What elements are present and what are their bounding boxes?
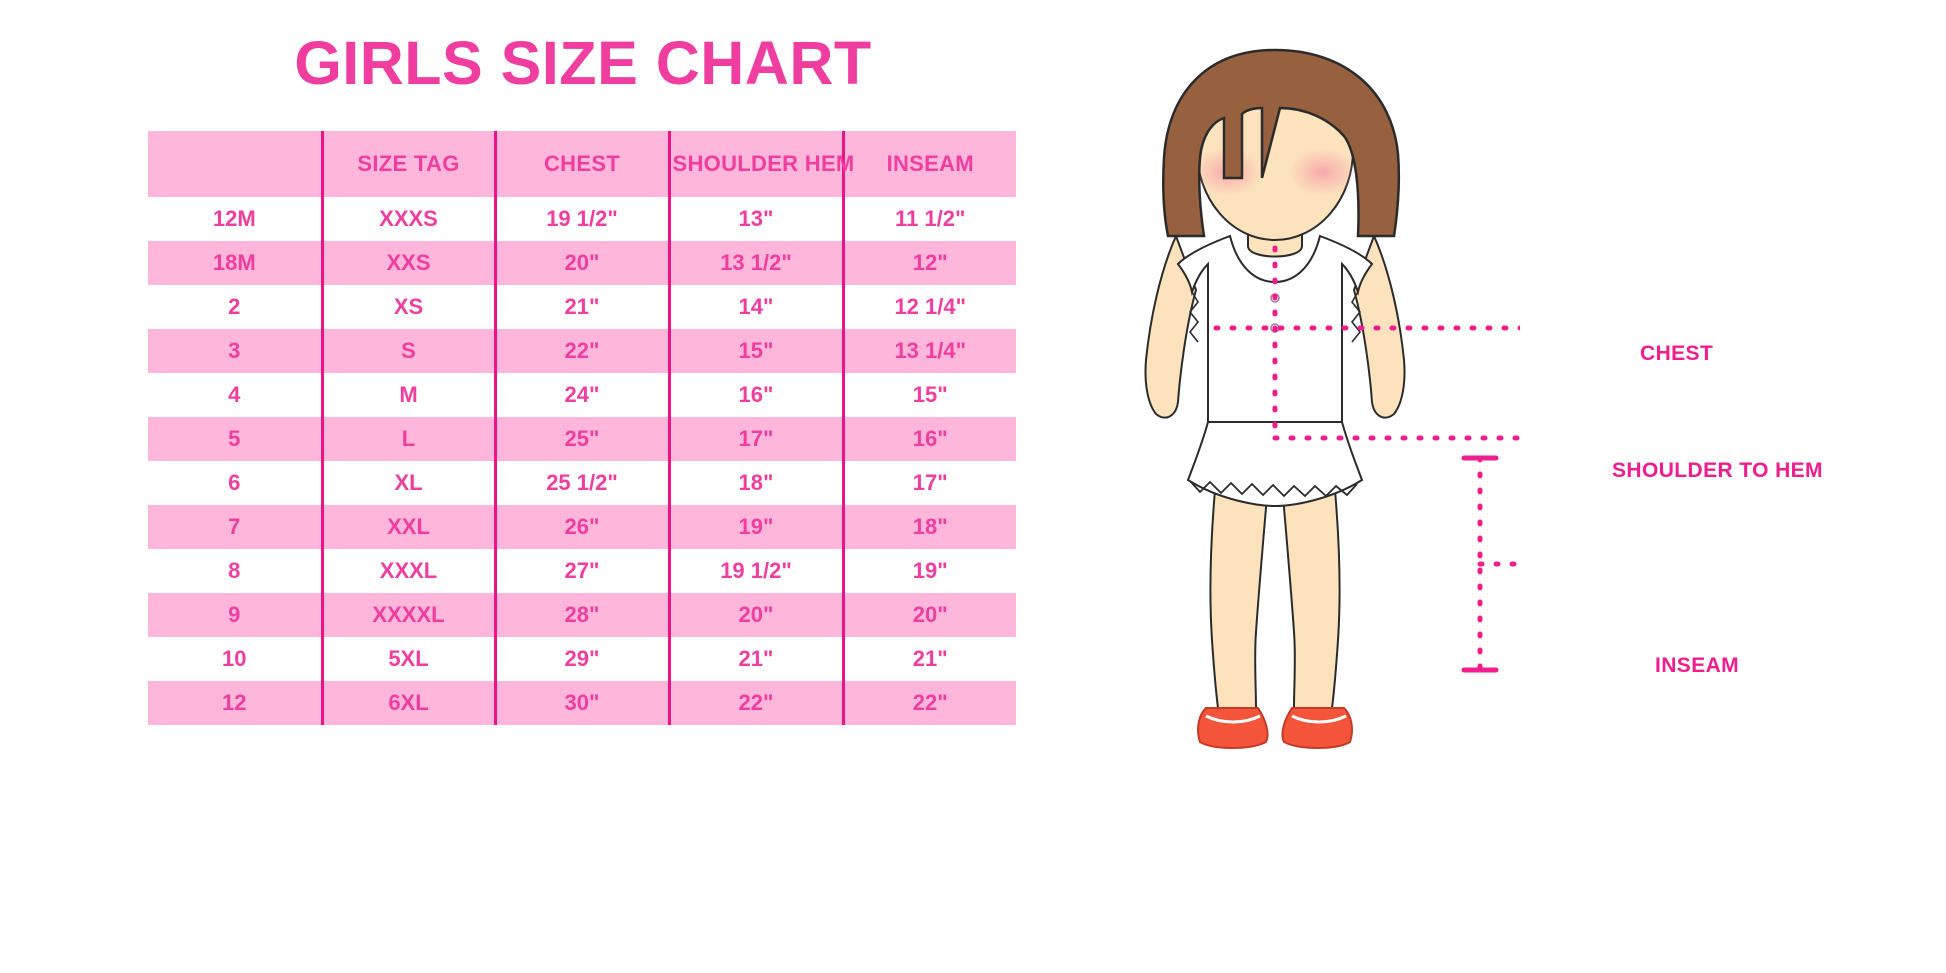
cell-shoulder-hem: 14" <box>667 285 843 329</box>
cell-chest: 29" <box>493 637 669 681</box>
cell-size: 4 <box>148 373 322 417</box>
size-table: SIZE TAG CHEST SHOULDER HEM INSEAM 12M X… <box>148 131 1016 725</box>
shoe-strap-right <box>1291 714 1347 724</box>
girl-figure-illustration <box>1080 40 1520 760</box>
blush-right <box>1289 148 1357 196</box>
cell-inseam: 18" <box>841 505 1016 549</box>
cell-size-tag: XXXL <box>320 549 495 593</box>
shoes <box>1197 707 1353 749</box>
cell-inseam: 13 1/4" <box>841 329 1016 373</box>
cell-shoulder-hem: 20" <box>667 593 843 637</box>
cell-inseam: 11 1/2" <box>841 197 1016 241</box>
cell-inseam: 12 1/4" <box>841 285 1016 329</box>
cell-inseam: 15" <box>841 373 1016 417</box>
skirt <box>1186 421 1364 508</box>
table-header: SIZE TAG CHEST SHOULDER HEM INSEAM <box>148 131 1016 197</box>
table-row: 6 XL 25 1/2" 18" 17" <box>148 461 1016 505</box>
cell-inseam: 20" <box>841 593 1016 637</box>
cell-size-tag: 5XL <box>320 637 495 681</box>
cell-chest: 30" <box>493 681 669 725</box>
table-row: 12 6XL 30" 22" 22" <box>148 681 1016 725</box>
table-row: 8 XXXL 27" 19 1/2" 19" <box>148 549 1016 593</box>
cell-size-tag: XXL <box>320 505 495 549</box>
table-row: 4 M 24" 16" 15" <box>148 373 1016 417</box>
cell-size: 5 <box>148 417 322 461</box>
header-size <box>148 131 322 197</box>
cell-size: 8 <box>148 549 322 593</box>
cell-chest: 25 1/2" <box>493 461 669 505</box>
header-shoulder-hem: SHOULDER HEM <box>667 131 854 197</box>
cell-size: 3 <box>148 329 322 373</box>
table-header-row: SIZE TAG CHEST SHOULDER HEM INSEAM <box>148 131 1016 197</box>
table-row: 9 XXXXL 28" 20" 20" <box>148 593 1016 637</box>
table-row: 3 S 22" 15" 13 1/4" <box>148 329 1016 373</box>
cell-size-tag: M <box>320 373 495 417</box>
cell-shoulder-hem: 16" <box>667 373 843 417</box>
cell-chest: 27" <box>493 549 669 593</box>
size-table-container: SIZE TAG CHEST SHOULDER HEM INSEAM 12M X… <box>148 131 1016 725</box>
cell-chest: 28" <box>493 593 669 637</box>
cell-size: 6 <box>148 461 322 505</box>
cell-shoulder-hem: 22" <box>667 681 843 725</box>
cell-shoulder-hem: 13" <box>667 197 843 241</box>
cell-inseam: 12" <box>841 241 1016 285</box>
cell-size: 9 <box>148 593 322 637</box>
table-row: 18M XXS 20" 13 1/2" 12" <box>148 241 1016 285</box>
cell-size-tag: XXS <box>320 241 495 285</box>
page-title: GIRLS SIZE CHART <box>294 29 872 97</box>
cell-chest: 26" <box>493 505 669 549</box>
legs <box>1209 438 1341 709</box>
callout-shoulder-to-hem: SHOULDER TO HEM <box>1612 459 1823 482</box>
cell-shoulder-hem: 18" <box>667 461 843 505</box>
cell-inseam: 17" <box>841 461 1016 505</box>
cell-inseam: 22" <box>841 681 1016 725</box>
cell-shoulder-hem: 13 1/2" <box>667 241 843 285</box>
top-ruffle-left <box>1188 291 1200 343</box>
callout-chest: CHEST <box>1640 342 1714 365</box>
top-ruffle-right <box>1350 291 1362 343</box>
cell-size-tag: S <box>320 329 495 373</box>
cell-size: 12 <box>148 681 322 725</box>
cell-chest: 22" <box>493 329 669 373</box>
hair <box>1161 48 1401 238</box>
cell-size-tag: XXXXL <box>320 593 495 637</box>
cell-chest: 24" <box>493 373 669 417</box>
cell-inseam: 21" <box>841 637 1016 681</box>
cell-shoulder-hem: 19 1/2" <box>667 549 843 593</box>
cell-size-tag: XL <box>320 461 495 505</box>
cell-size-tag: L <box>320 417 495 461</box>
cell-inseam: 19" <box>841 549 1016 593</box>
cell-inseam: 16" <box>841 417 1016 461</box>
cell-size: 2 <box>148 285 322 329</box>
cell-shoulder-hem: 17" <box>667 417 843 461</box>
cell-size: 12M <box>148 197 322 241</box>
cell-size: 7 <box>148 505 322 549</box>
cell-size-tag: 6XL <box>320 681 495 725</box>
cell-chest: 25" <box>493 417 669 461</box>
cell-size: 18M <box>148 241 322 285</box>
shoe-strap-left <box>1205 714 1261 724</box>
table-row: 2 XS 21" 14" 12 1/4" <box>148 285 1016 329</box>
table-body: 12M XXXS 19 1/2" 13" 11 1/2" 18M XXS 20"… <box>148 197 1016 725</box>
table-row: 12M XXXS 19 1/2" 13" 11 1/2" <box>148 197 1016 241</box>
cell-size: 10 <box>148 637 322 681</box>
cell-size-tag: XS <box>320 285 495 329</box>
cell-shoulder-hem: 19" <box>667 505 843 549</box>
table-row: 5 L 25" 17" 16" <box>148 417 1016 461</box>
cell-size-tag: XXXS <box>320 197 495 241</box>
cell-shoulder-hem: 15" <box>667 329 843 373</box>
cell-shoulder-hem: 21" <box>667 637 843 681</box>
cell-chest: 19 1/2" <box>493 197 669 241</box>
cell-chest: 20" <box>493 241 669 285</box>
callout-inseam: INSEAM <box>1655 654 1740 677</box>
skirt-hem-scallop <box>1189 480 1358 498</box>
header-inseam: INSEAM <box>841 131 1016 197</box>
header-size-tag: SIZE TAG <box>320 131 495 197</box>
table-row: 7 XXL 26" 19" 18" <box>148 505 1016 549</box>
cell-chest: 21" <box>493 285 669 329</box>
table-row: 10 5XL 29" 21" 21" <box>148 637 1016 681</box>
header-chest: CHEST <box>493 131 669 197</box>
